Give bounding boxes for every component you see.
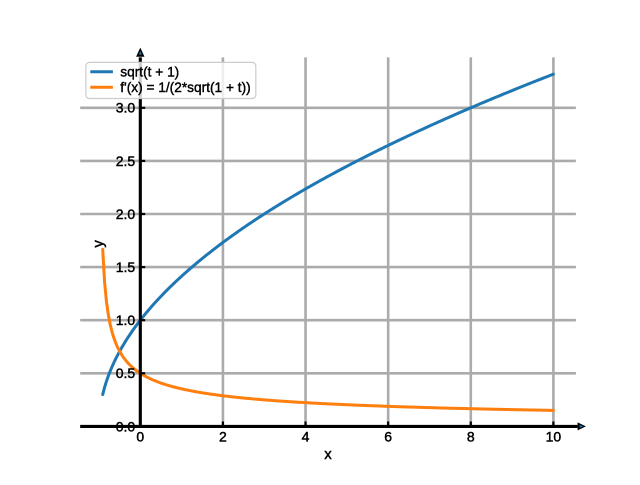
svg-text:y: y [90,240,107,248]
svg-text:3.0: 3.0 [116,100,136,116]
svg-text:4: 4 [302,428,310,444]
svg-text:6: 6 [384,428,392,444]
svg-text:1.5: 1.5 [116,259,136,275]
svg-text:0: 0 [136,428,144,444]
svg-text:2.0: 2.0 [116,206,136,222]
svg-text:2: 2 [219,428,227,444]
svg-text:0.0: 0.0 [116,418,136,434]
svg-text:sqrt(t + 1): sqrt(t + 1) [120,64,179,79]
svg-text:0.5: 0.5 [116,365,136,381]
svg-text:10: 10 [546,428,562,444]
svg-text:f'(x) = 1/(2*sqrt(1 + t)): f'(x) = 1/(2*sqrt(1 + t)) [120,80,250,95]
svg-text:1.0: 1.0 [116,312,136,328]
svg-text:2.5: 2.5 [116,153,136,169]
svg-text:x: x [324,446,332,463]
svg-text:8: 8 [467,428,475,444]
